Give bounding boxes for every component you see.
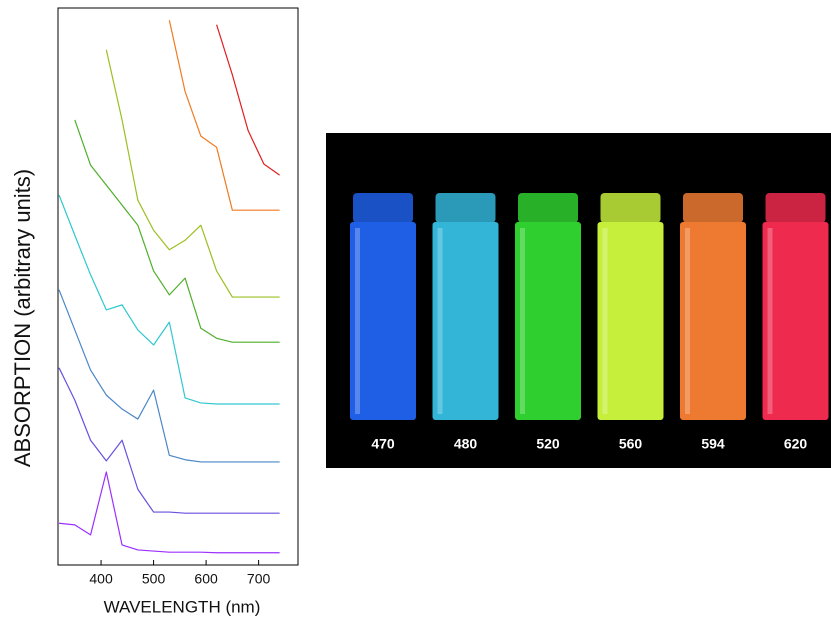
vial-cap [518,193,578,223]
y-axis-label: ABSORPTION (arbitrary units) [10,169,35,467]
vial-label: 520 [536,436,560,452]
vial-label: 594 [701,436,725,452]
vial-label: 620 [784,436,808,452]
spectrum-line [59,290,280,462]
x-tick-label: 700 [247,571,271,587]
x-tick-label: 600 [194,571,218,587]
vial-cap [601,193,661,223]
vial-label: 470 [371,436,395,452]
x-tick-label: 400 [89,571,113,587]
figure: WAVELENGTH (nm) ABSORPTION (arbitrary un… [0,0,831,625]
vial-cap [436,193,496,223]
vial-label: 560 [619,436,643,452]
vial-cap [766,193,826,223]
vial-cap [353,193,413,223]
vial-highlight [768,228,773,414]
vial-highlight [438,228,443,414]
x-tick-label: 500 [142,571,166,587]
vial-highlight [603,228,608,414]
vial-highlight [520,228,525,414]
spectrum-line [59,368,280,513]
vial-label: 480 [454,436,478,452]
spectrum-line [106,50,279,297]
spectrum-line [217,25,280,175]
vial-cap [683,193,743,223]
vial-highlight [355,228,360,414]
vial-highlight [685,228,690,414]
page: WAVELENGTH (nm) ABSORPTION (arbitrary un… [0,0,831,625]
x-axis-label: WAVELENGTH (nm) [104,597,261,616]
